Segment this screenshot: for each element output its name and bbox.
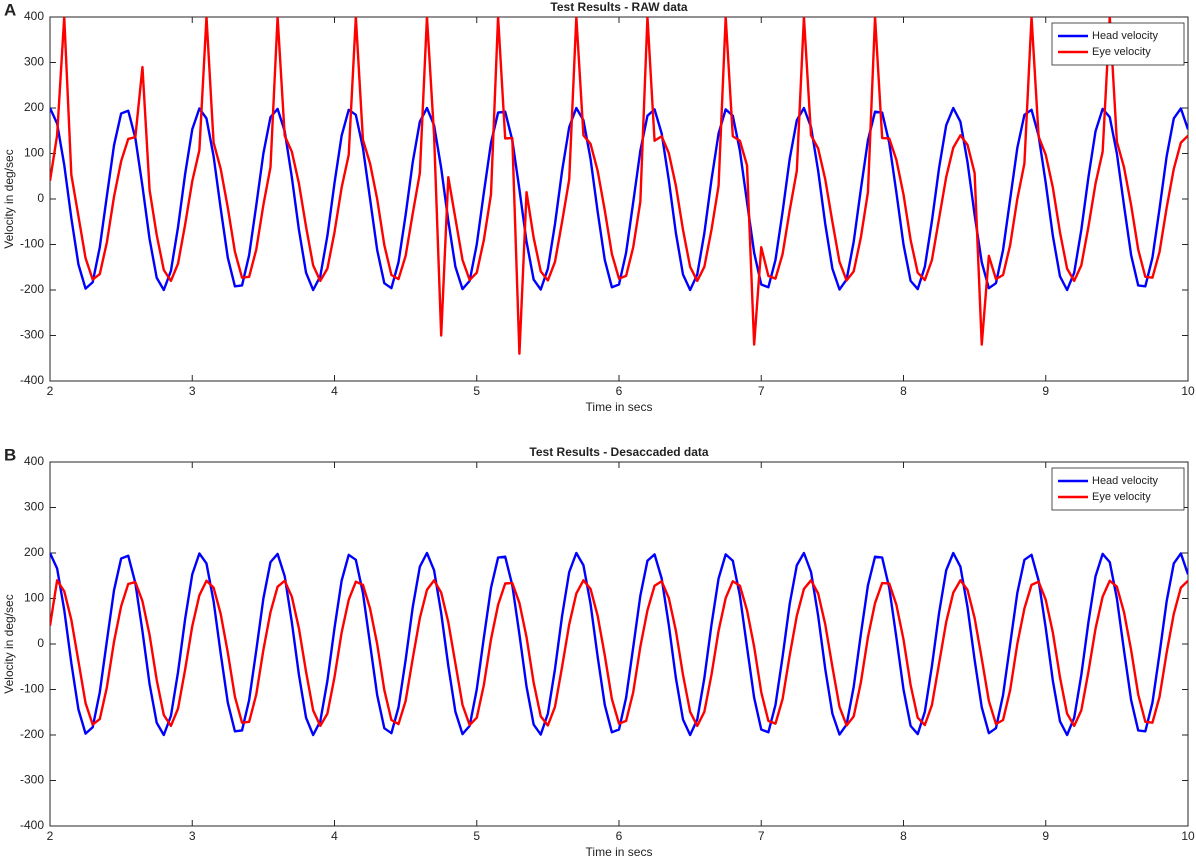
x-axis-label: Time in secs xyxy=(586,845,653,859)
x-axis-label: Time in secs xyxy=(586,400,653,414)
x-tick-label: 3 xyxy=(189,829,196,843)
y-tick-label: 100 xyxy=(24,591,44,605)
x-tick-label: 6 xyxy=(616,384,623,398)
y-tick-label: 200 xyxy=(24,100,44,114)
x-tick-label: 5 xyxy=(473,829,480,843)
panel: A Test Results - RAW data Time in secs Velo… xyxy=(2,0,1195,414)
series-line xyxy=(50,551,1188,737)
legend-label: Head velocity xyxy=(1092,30,1159,42)
y-tick-label: 300 xyxy=(24,500,44,514)
x-tick-label: 8 xyxy=(900,829,907,843)
x-tick-label: 7 xyxy=(758,384,765,398)
legend-box xyxy=(1051,467,1185,511)
x-tick-label: 7 xyxy=(758,829,765,843)
series-line xyxy=(50,17,1188,355)
x-tick-label: 6 xyxy=(616,829,623,843)
legend-label: Head velocity xyxy=(1092,475,1159,487)
x-tick-label: 4 xyxy=(331,384,338,398)
legend-label: Eye velocity xyxy=(1092,491,1151,503)
y-tick-label: -300 xyxy=(20,773,44,787)
y-tick-label: -400 xyxy=(20,373,44,387)
y-axis-label: Velocity in deg/sec xyxy=(2,594,16,693)
x-tick-label: 10 xyxy=(1181,829,1195,843)
panel-label: A xyxy=(4,0,16,19)
plot-area xyxy=(49,461,1189,827)
y-tick-label: -300 xyxy=(20,328,44,342)
plot-area xyxy=(49,16,1189,382)
x-tick-label: 4 xyxy=(331,829,338,843)
legend-label: Eye velocity xyxy=(1092,46,1151,58)
x-tick-label: 3 xyxy=(189,384,196,398)
x-tick-label: 9 xyxy=(1042,384,1049,398)
panel: B Test Results - Desaccaded data Time in s… xyxy=(2,445,1195,859)
x-tick-label: 2 xyxy=(47,829,54,843)
y-tick-label: 300 xyxy=(24,55,44,69)
series-line xyxy=(50,579,1188,728)
series-line xyxy=(50,106,1188,292)
y-tick-label: 0 xyxy=(37,191,44,205)
y-tick-label: -100 xyxy=(20,682,44,696)
x-tick-label: 10 xyxy=(1181,384,1195,398)
x-tick-label: 8 xyxy=(900,384,907,398)
panel-label: B xyxy=(4,445,16,464)
legend-box xyxy=(1051,22,1185,66)
y-tick-label: -400 xyxy=(20,818,44,832)
y-tick-label: 200 xyxy=(24,545,44,559)
y-tick-label: -100 xyxy=(20,237,44,251)
y-tick-label: -200 xyxy=(20,282,44,296)
y-tick-label: -200 xyxy=(20,727,44,741)
y-tick-label: 400 xyxy=(24,9,44,23)
chart-title: Test Results - RAW data xyxy=(550,0,687,14)
x-tick-label: 9 xyxy=(1042,829,1049,843)
y-tick-label: 0 xyxy=(37,636,44,650)
chart-title: Test Results - Desaccaded data xyxy=(529,445,709,459)
x-tick-label: 2 xyxy=(47,384,54,398)
y-tick-label: 100 xyxy=(24,146,44,160)
x-tick-label: 5 xyxy=(473,384,480,398)
y-axis-label: Velocity in deg/sec xyxy=(2,149,16,248)
y-tick-label: 400 xyxy=(24,454,44,468)
